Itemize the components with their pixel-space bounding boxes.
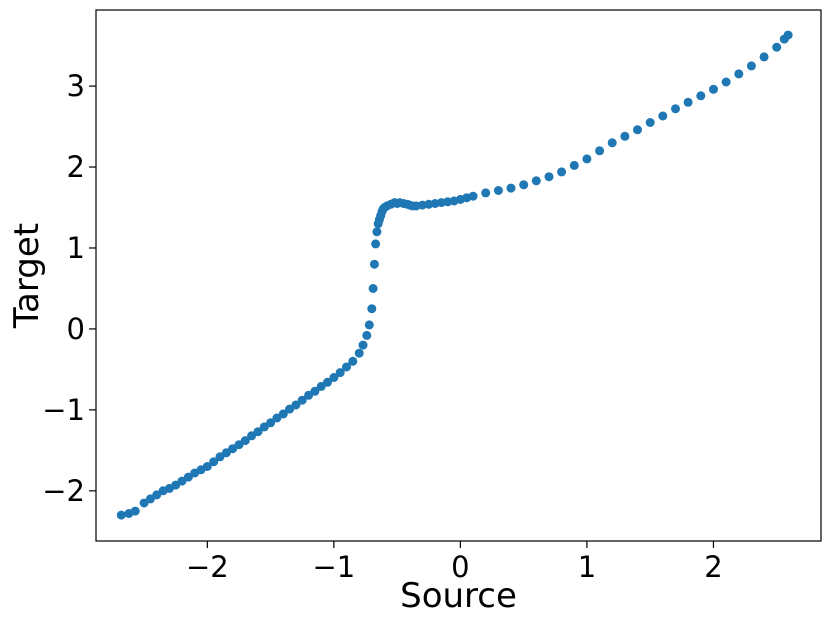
y-tick-label: −2 xyxy=(42,474,85,508)
y-axis-title: Target xyxy=(7,223,47,329)
data-point xyxy=(544,172,554,182)
data-point xyxy=(329,373,339,382)
data-point xyxy=(364,320,374,330)
data-point xyxy=(266,418,276,428)
data-point xyxy=(759,52,769,62)
y-tick-label: 2 xyxy=(67,150,85,184)
data-point xyxy=(323,377,332,387)
data-point xyxy=(721,77,731,87)
data-point xyxy=(683,97,693,107)
data-point xyxy=(557,167,567,177)
data-point xyxy=(645,118,655,127)
data-point xyxy=(354,348,364,358)
x-tick-label: 1 xyxy=(578,550,596,584)
data-point xyxy=(709,84,718,94)
data-point xyxy=(202,462,212,471)
data-point xyxy=(493,186,503,195)
data-point xyxy=(506,183,516,193)
data-point xyxy=(734,69,744,79)
data-point xyxy=(177,476,187,486)
x-tick-label: −1 xyxy=(312,550,355,584)
y-tick-label: 1 xyxy=(67,231,85,265)
data-point xyxy=(607,138,617,148)
data-point xyxy=(519,180,529,190)
data-point xyxy=(372,227,382,237)
y-tick-label: −1 xyxy=(42,393,85,427)
data-point xyxy=(228,444,238,454)
data-point xyxy=(658,111,668,121)
data-point xyxy=(358,340,368,350)
data-point xyxy=(746,61,756,71)
data-point xyxy=(278,409,288,419)
data-point xyxy=(481,188,491,198)
data-point xyxy=(253,427,263,437)
data-point xyxy=(531,176,541,186)
data-point xyxy=(130,506,140,516)
data-point xyxy=(291,400,301,410)
data-point xyxy=(342,362,351,372)
data-point xyxy=(335,368,345,378)
data-point xyxy=(367,304,377,314)
scatter-points xyxy=(116,30,793,520)
data-point xyxy=(468,191,478,201)
data-point xyxy=(582,154,592,164)
data-point xyxy=(595,146,605,156)
x-tick-label: 2 xyxy=(704,550,722,584)
data-point xyxy=(348,356,358,366)
data-point xyxy=(369,259,379,269)
data-point xyxy=(671,104,680,114)
data-point xyxy=(247,431,257,441)
x-axis-ticks: −2 −1 0 1 2 xyxy=(186,541,723,584)
data-point xyxy=(310,386,320,396)
data-point xyxy=(371,239,381,249)
data-point xyxy=(116,510,126,520)
data-point xyxy=(152,490,162,500)
data-point xyxy=(772,42,782,52)
data-point xyxy=(620,131,630,141)
data-point xyxy=(696,91,706,101)
data-point xyxy=(569,160,579,170)
data-point xyxy=(209,457,219,467)
data-point xyxy=(783,30,793,40)
data-point xyxy=(272,413,282,423)
data-point xyxy=(368,284,378,293)
y-tick-label: 0 xyxy=(67,312,85,346)
x-axis-title: Source xyxy=(400,576,517,616)
y-axis-ticks: −2 −1 0 1 2 3 xyxy=(42,69,96,508)
data-point xyxy=(240,436,250,446)
data-point xyxy=(297,395,307,405)
data-point xyxy=(362,330,372,340)
y-tick-label: 3 xyxy=(67,69,85,103)
x-tick-label: 0 xyxy=(451,550,469,584)
plot-frame xyxy=(95,9,822,542)
x-tick-label: −2 xyxy=(186,550,229,584)
data-point xyxy=(633,125,642,135)
